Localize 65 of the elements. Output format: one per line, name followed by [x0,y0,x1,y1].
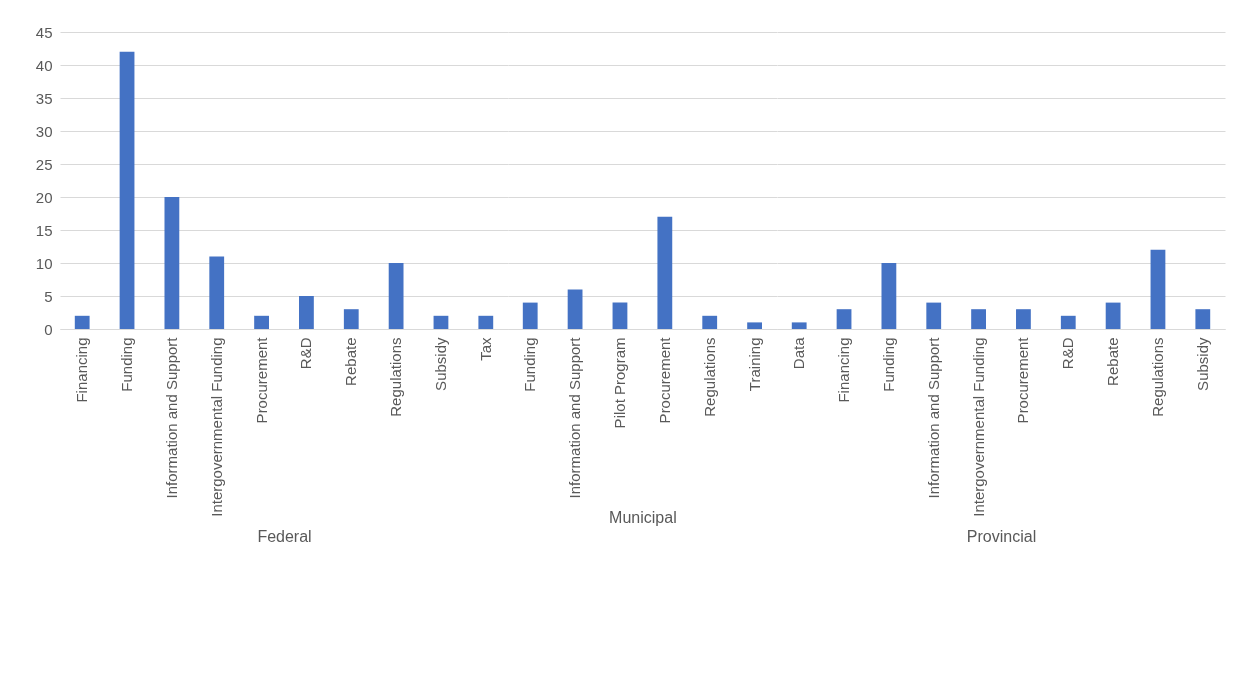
bar [299,296,314,329]
x-tick-label: Financing [73,337,91,403]
x-tick-label: Funding [521,337,539,392]
bar [747,322,762,329]
bar [881,263,897,329]
bar [522,302,538,329]
y-tick-label: 20 [35,188,53,206]
x-tick-label: Tax [476,337,494,361]
x-tick-label: Intergovernmental Funding [207,337,225,517]
bar [1060,315,1076,329]
x-tick-label: R&D [1059,337,1077,370]
x-tick-label: Information and Support [924,336,942,499]
y-tick-label: 5 [44,287,53,305]
x-tick-label: Subsidy [431,337,449,391]
x-tick-label: R&D [297,337,315,370]
bar [567,289,583,329]
x-tick-label: Regulations [1148,337,1166,417]
bar [254,315,269,329]
x-tick-label: Funding [879,337,897,392]
x-tick-label: Procurement [252,336,270,424]
bar [164,197,180,329]
x-axis-title: Provincial [966,527,1037,545]
bar [343,309,359,329]
x-tick-label: Procurement [1014,336,1032,424]
bar [612,302,628,329]
x-tick-label: Regulations [387,337,405,417]
bar [657,216,673,329]
bar [702,315,718,329]
x-tick-label: Rebate [1104,337,1122,386]
y-tick-label: 10 [35,254,53,272]
y-tick-label: 45 [35,23,53,41]
bar [1016,309,1031,329]
bar [478,315,494,329]
bar [1150,249,1166,329]
x-tick-label: Regulations [700,337,718,417]
bar [1195,309,1211,329]
y-tick-label: 0 [44,320,53,338]
x-tick-label: Funding [118,337,136,392]
x-tick-label: Intergovernmental Funding [969,337,987,517]
y-tick-label: 40 [35,56,53,74]
x-axis-title: Federal [257,527,312,545]
bar [433,315,449,329]
x-tick-label: Training [745,337,763,392]
bar [74,315,90,329]
x-tick-label: Procurement [655,336,673,424]
x-tick-label: Data [790,336,808,370]
x-tick-label: Financing [835,337,853,403]
bar [926,302,942,329]
x-tick-label: Information and Support [566,336,584,499]
x-tick-label: Information and Support [162,336,180,499]
bar [209,256,225,329]
y-tick-label: 25 [35,155,53,173]
y-tick-label: 15 [35,221,53,239]
bar [836,309,852,329]
bar [388,263,404,329]
y-tick-label: 35 [35,89,53,107]
x-tick-label: Pilot Program [610,337,628,429]
y-tick-label: 30 [35,122,53,140]
bar [1105,302,1121,329]
x-tick-label: Rebate [342,337,360,386]
x-axis-title: Municipal [609,509,677,527]
x-tick-label: Subsidy [1193,337,1211,391]
bar [119,51,135,329]
bar [791,322,807,329]
bar [971,309,986,329]
